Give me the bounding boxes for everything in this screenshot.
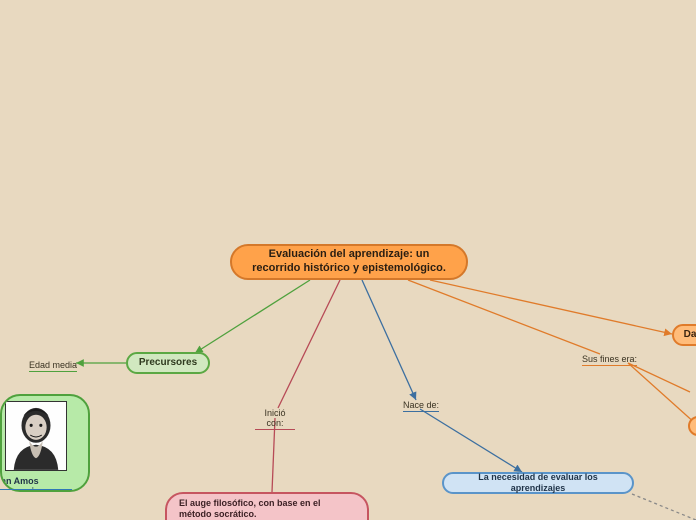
node-necesidad[interactable]: La necesidad de evaluar los aprendizajes bbox=[442, 472, 634, 494]
central-topic-label: Evaluación del aprendizaje: un recorrido… bbox=[244, 248, 454, 276]
node-necesidad-label: La necesidad de evaluar los aprendizajes bbox=[456, 472, 620, 495]
node-dar-label: Dar bbox=[684, 329, 696, 342]
node-precursores-label: Precursores bbox=[139, 357, 197, 370]
node-precursores[interactable]: Precursores bbox=[126, 352, 210, 374]
node-comenio[interactable]: an Amos Comenio bbox=[0, 394, 90, 492]
label-inicio-con-text: Inició con: bbox=[264, 408, 285, 428]
label-edad-media[interactable]: Edad media bbox=[29, 360, 77, 372]
node-dar[interactable]: Dar bbox=[672, 324, 696, 346]
node-auge[interactable]: El auge filosófico, con base en el métod… bbox=[165, 492, 369, 520]
node-m[interactable]: M bbox=[688, 416, 696, 436]
portrait-icon bbox=[6, 402, 66, 470]
label-edad-media-text: Edad media bbox=[29, 360, 77, 370]
label-sus-fines[interactable]: Sus fines era: bbox=[582, 354, 637, 366]
label-nace-de-text: Nace de: bbox=[403, 400, 439, 410]
label-comenio-underline bbox=[0, 489, 72, 490]
label-inicio-con[interactable]: Inició con: bbox=[255, 408, 295, 430]
node-auge-label: El auge filosófico, con base en el métod… bbox=[179, 498, 355, 520]
label-sus-fines-text: Sus fines era: bbox=[582, 354, 637, 364]
central-topic[interactable]: Evaluación del aprendizaje: un recorrido… bbox=[230, 244, 468, 280]
label-nace-de[interactable]: Nace de: bbox=[403, 400, 439, 412]
